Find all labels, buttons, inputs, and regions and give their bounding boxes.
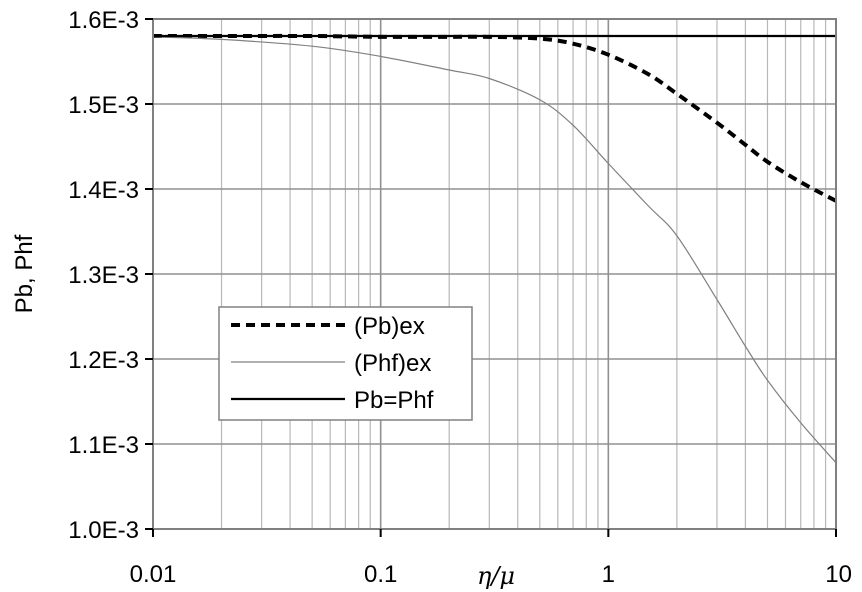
series-line-1 [153, 33, 837, 203]
legend: (Pb)ex (Phf)ex Pb=Phf [218, 306, 473, 421]
series-line-2 [152, 36, 837, 464]
y-axis-title: Pb, Phf [11, 234, 38, 313]
tick-labels: 1.0E-3 1.1E-3 1.2E-3 1.3E-3 1.4E-3 1.5E-3 1.6E… [68, 7, 852, 588]
x-tick-label: 0.01 [130, 561, 177, 588]
x-axis-title: η/μ [477, 562, 515, 590]
legend-label-3: Pb=Phf [354, 387, 434, 414]
x-tick-label: 1 [602, 561, 615, 588]
y-tick-label: 1.1E-3 [68, 432, 139, 459]
grid [153, 19, 836, 529]
y-tick-label: 1.0E-3 [68, 517, 139, 544]
series-layer [152, 33, 837, 464]
x-tick-label: 10 [825, 561, 852, 588]
y-tick-label: 1.4E-3 [68, 177, 139, 204]
y-tick-label: 1.3E-3 [68, 262, 139, 289]
legend-box [218, 306, 473, 421]
legend-label-1: (Pb)ex [354, 313, 425, 340]
legend-label-2: (Phf)ex [354, 350, 431, 377]
y-tick-label: 1.6E-3 [68, 7, 139, 34]
y-tick-label: 1.2E-3 [68, 347, 139, 374]
x-tick-label: 0.1 [364, 561, 397, 588]
y-tick-label: 1.5E-3 [68, 92, 139, 119]
